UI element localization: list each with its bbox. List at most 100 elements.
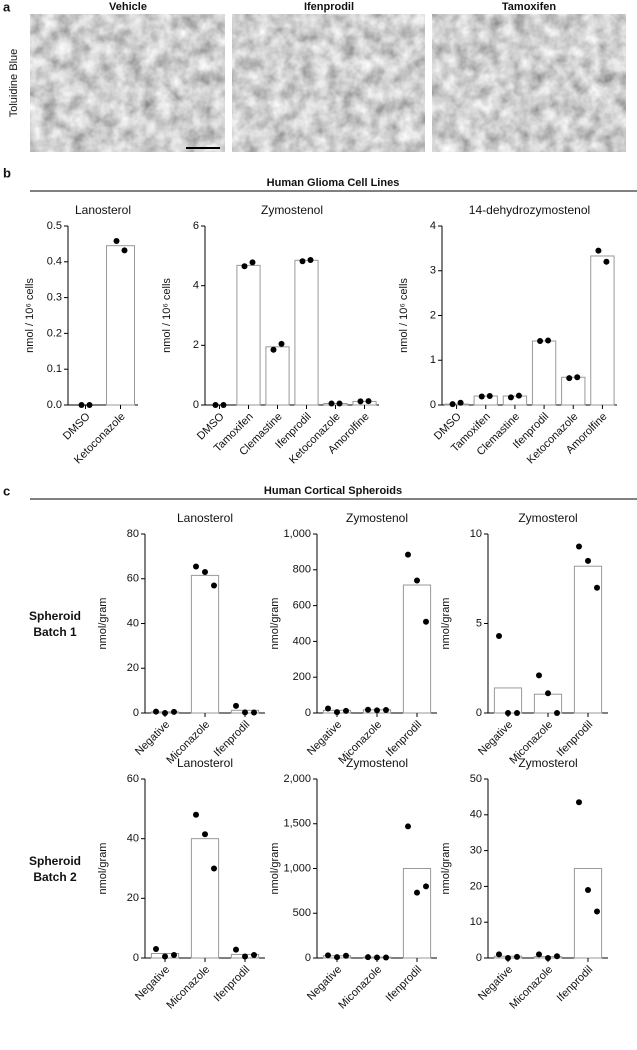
data-point <box>121 247 128 254</box>
x-tick-label: Ifenprodil <box>384 719 424 759</box>
micrograph <box>232 14 425 152</box>
x-tick-label: Miconazole <box>164 964 212 1012</box>
y-tick-label: 2 <box>193 339 199 351</box>
bar <box>561 376 586 406</box>
data-point <box>220 402 227 408</box>
data-point <box>251 709 257 716</box>
micrograph <box>432 14 626 152</box>
x-tick-label: Miconazole <box>507 964 555 1012</box>
data-point <box>242 953 248 960</box>
image-row-label: Toluidine Blue <box>8 49 20 118</box>
y-tick-label: 0 <box>476 707 482 719</box>
y-tick-label: 4 <box>193 280 199 292</box>
x-tick-label: Ifenprodil <box>555 719 595 759</box>
image-title: Ifenprodil <box>304 1 354 13</box>
chart-title: Zymostenol <box>346 511 408 525</box>
chart-title: Zymosterol <box>518 756 577 770</box>
y-tick-label: 500 <box>293 907 311 919</box>
data-point <box>193 811 199 818</box>
data-point <box>576 799 582 806</box>
data-point <box>595 247 602 254</box>
data-point <box>566 375 573 382</box>
micrograph <box>30 14 225 152</box>
y-axis-label: nmol/gram <box>440 843 452 895</box>
bar <box>190 838 220 959</box>
image-title: Tamoxifen <box>502 1 556 13</box>
chart-title: Lanosterol <box>75 203 131 217</box>
data-point <box>299 258 306 265</box>
x-tick-label: Ifenprodil <box>555 964 595 1004</box>
data-point <box>162 710 168 716</box>
y-tick-label: 0.4 <box>47 256 62 268</box>
data-point <box>153 708 159 715</box>
data-point <box>414 889 420 896</box>
data-point <box>325 705 331 712</box>
y-tick-label: 1,000 <box>283 528 311 540</box>
bar <box>352 400 377 406</box>
bar <box>236 264 261 406</box>
y-tick-label: 10 <box>470 916 482 928</box>
bar <box>590 255 615 406</box>
row-label: Spheroid <box>29 854 81 868</box>
y-tick-label: 6 <box>193 220 199 232</box>
data-point <box>405 823 411 830</box>
panel-label: a <box>3 0 11 14</box>
y-tick-label: 200 <box>293 671 311 683</box>
y-tick-label: 0.3 <box>47 292 62 304</box>
data-point <box>211 582 217 589</box>
x-tick-label: Negative <box>476 964 515 1003</box>
data-point <box>334 709 340 716</box>
x-tick-label: Ifenprodil <box>212 964 252 1004</box>
y-tick-label: 800 <box>293 564 311 576</box>
data-point <box>486 393 493 400</box>
data-point <box>307 257 314 264</box>
data-point <box>554 710 560 716</box>
data-point <box>365 398 372 405</box>
panel-label: c <box>3 483 10 498</box>
row-label: Batch 1 <box>33 625 77 639</box>
data-point <box>537 338 544 345</box>
y-tick-label: 5 <box>476 617 482 629</box>
y-tick-label: 50 <box>470 773 482 785</box>
row-label: Batch 2 <box>33 870 77 884</box>
data-point <box>86 402 93 408</box>
data-point <box>270 346 277 353</box>
y-tick-label: 10 <box>470 528 482 540</box>
y-tick-label: 80 <box>127 528 139 540</box>
data-point <box>514 710 520 716</box>
y-tick-label: 60 <box>127 573 139 585</box>
bar <box>502 395 528 406</box>
data-point <box>507 394 514 401</box>
section-title: Human Cortical Spheroids <box>264 485 402 497</box>
y-tick-label: 1,000 <box>283 862 311 874</box>
bar <box>265 346 290 406</box>
bar <box>402 584 432 714</box>
x-tick-label: Negative <box>305 964 344 1003</box>
data-point <box>233 946 239 953</box>
data-point <box>505 955 511 961</box>
chart-title: Lanosterol <box>177 756 233 770</box>
y-axis-label: nmol/gram <box>97 843 109 895</box>
chart-title: Zymostenol <box>261 203 323 217</box>
data-point <box>334 954 340 961</box>
y-axis-label: nmol/gram <box>97 598 109 650</box>
y-tick-label: 0 <box>133 707 139 719</box>
x-tick-label: DMSO <box>61 410 93 442</box>
data-point <box>193 563 199 570</box>
x-tick-label: Negative <box>133 964 172 1003</box>
data-point <box>343 707 349 714</box>
data-point <box>212 402 219 408</box>
x-tick-label: Ifenprodil <box>384 964 424 1004</box>
data-point <box>536 951 542 958</box>
y-tick-label: 0.2 <box>47 327 62 339</box>
data-point <box>242 709 248 716</box>
data-point <box>162 953 168 960</box>
y-tick-label: 0.5 <box>47 220 62 232</box>
data-point <box>585 557 591 564</box>
y-tick-label: 3 <box>430 265 436 277</box>
data-point <box>374 954 380 961</box>
y-tick-label: 0.0 <box>47 399 62 411</box>
data-point <box>603 258 610 265</box>
data-point <box>233 702 239 709</box>
data-point <box>423 883 429 890</box>
